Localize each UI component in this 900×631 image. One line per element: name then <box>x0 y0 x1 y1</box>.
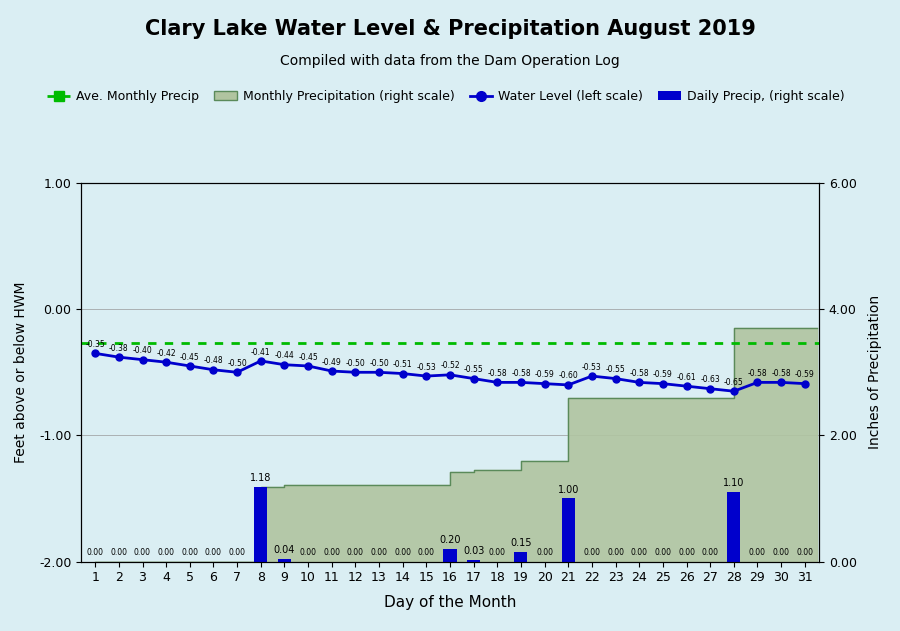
Y-axis label: Feet above or below HWM: Feet above or below HWM <box>14 281 28 463</box>
Text: 0.00: 0.00 <box>489 548 506 557</box>
Text: -0.50: -0.50 <box>346 359 365 368</box>
Text: -0.58: -0.58 <box>511 369 531 378</box>
Text: -0.45: -0.45 <box>180 353 200 362</box>
Text: -0.53: -0.53 <box>417 363 436 372</box>
Text: 0.00: 0.00 <box>394 548 411 557</box>
Text: -0.53: -0.53 <box>582 363 602 372</box>
Text: -0.55: -0.55 <box>606 365 626 374</box>
Text: 0.00: 0.00 <box>371 548 388 557</box>
Text: -0.58: -0.58 <box>488 369 507 378</box>
Text: 0.00: 0.00 <box>229 548 246 557</box>
Text: 1.00: 1.00 <box>558 485 579 495</box>
Text: -0.59: -0.59 <box>535 370 554 379</box>
Text: -0.61: -0.61 <box>677 373 697 382</box>
Y-axis label: Inches of Precipitation: Inches of Precipitation <box>868 295 882 449</box>
Text: -0.51: -0.51 <box>393 360 412 369</box>
Text: 0.00: 0.00 <box>323 548 340 557</box>
Text: -0.58: -0.58 <box>771 369 791 378</box>
Text: -0.50: -0.50 <box>227 359 247 368</box>
Text: -0.59: -0.59 <box>795 370 815 379</box>
Text: -0.40: -0.40 <box>132 346 152 355</box>
X-axis label: Day of the Month: Day of the Month <box>383 596 517 610</box>
Text: 0.00: 0.00 <box>181 548 198 557</box>
Legend: Ave. Monthly Precip, Monthly Precipitation (right scale), Water Level (left scal: Ave. Monthly Precip, Monthly Precipitati… <box>42 85 850 108</box>
Text: 0.20: 0.20 <box>439 535 461 545</box>
Text: -0.49: -0.49 <box>322 358 342 367</box>
Text: 0.03: 0.03 <box>463 546 484 556</box>
Text: -0.63: -0.63 <box>700 375 720 384</box>
Text: -0.55: -0.55 <box>464 365 483 374</box>
Bar <box>255 487 267 562</box>
Text: Clary Lake Water Level & Precipitation August 2019: Clary Lake Water Level & Precipitation A… <box>145 19 755 39</box>
Text: 0.00: 0.00 <box>536 548 554 557</box>
Text: 0.00: 0.00 <box>678 548 695 557</box>
Text: -0.41: -0.41 <box>251 348 271 357</box>
Text: 0.00: 0.00 <box>749 548 766 557</box>
Text: 0.00: 0.00 <box>205 548 222 557</box>
Text: 0.15: 0.15 <box>510 538 532 548</box>
Bar <box>278 559 291 562</box>
Text: 0.00: 0.00 <box>796 548 814 557</box>
Text: -0.38: -0.38 <box>109 344 129 353</box>
Text: -0.60: -0.60 <box>558 372 578 380</box>
Bar <box>727 492 741 562</box>
Text: 0.00: 0.00 <box>702 548 719 557</box>
Bar <box>444 549 456 562</box>
Text: -0.35: -0.35 <box>86 340 105 349</box>
Text: 0.00: 0.00 <box>418 548 435 557</box>
Text: 1.18: 1.18 <box>250 473 272 483</box>
Text: 0.00: 0.00 <box>631 548 648 557</box>
Text: -0.59: -0.59 <box>653 370 673 379</box>
Text: 0.00: 0.00 <box>134 548 151 557</box>
Text: 0.00: 0.00 <box>111 548 127 557</box>
Bar <box>515 552 527 562</box>
Text: 0.00: 0.00 <box>158 548 175 557</box>
Text: Compiled with data from the Dam Operation Log: Compiled with data from the Dam Operatio… <box>280 54 620 68</box>
Text: -0.42: -0.42 <box>157 349 176 358</box>
Text: -0.44: -0.44 <box>274 351 294 360</box>
Text: -0.45: -0.45 <box>298 353 318 362</box>
Text: 0.04: 0.04 <box>274 545 295 555</box>
Text: 0.00: 0.00 <box>583 548 600 557</box>
Text: -0.50: -0.50 <box>369 359 389 368</box>
Text: -0.58: -0.58 <box>629 369 649 378</box>
Text: 0.00: 0.00 <box>773 548 789 557</box>
Text: -0.65: -0.65 <box>724 378 743 387</box>
Bar <box>467 560 481 562</box>
Text: 0.00: 0.00 <box>654 548 671 557</box>
Text: 0.00: 0.00 <box>608 548 624 557</box>
Text: 1.10: 1.10 <box>724 478 744 488</box>
Text: 0.00: 0.00 <box>300 548 317 557</box>
Text: -0.48: -0.48 <box>203 357 223 365</box>
Text: 0.00: 0.00 <box>346 548 364 557</box>
Text: -0.52: -0.52 <box>440 362 460 370</box>
Text: 0.00: 0.00 <box>86 548 104 557</box>
Bar <box>562 498 575 562</box>
Text: -0.58: -0.58 <box>748 369 768 378</box>
